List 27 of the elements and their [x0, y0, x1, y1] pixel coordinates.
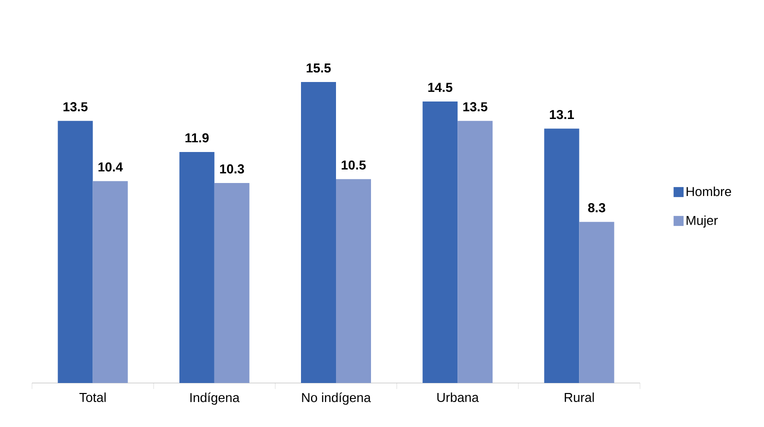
- data-label: 15.5: [306, 64, 331, 73]
- x-tick-label: No indígena: [302, 392, 371, 405]
- legend-label: Mujer: [686, 215, 718, 228]
- bar: [58, 120, 93, 383]
- data-label: 14.5: [428, 82, 452, 92]
- bar: [579, 222, 614, 383]
- x-tick-label: Rural: [564, 392, 594, 402]
- x-tick-label: Indígena: [190, 392, 240, 405]
- data-label: 10.3: [220, 164, 244, 174]
- bar: [179, 152, 214, 383]
- data-label: 8.3: [588, 203, 606, 212]
- data-label: 13.5: [64, 102, 88, 112]
- bar: [214, 183, 250, 383]
- bar: [422, 101, 458, 383]
- data-label: 13.5: [463, 102, 488, 112]
- bar: [336, 179, 372, 383]
- x-tick-label: Total: [79, 392, 106, 402]
- bar: [92, 181, 128, 383]
- data-label: 10.4: [98, 162, 123, 172]
- bar: [458, 120, 493, 383]
- legend-label: Hombre: [686, 186, 732, 196]
- data-label: 13.1: [550, 110, 574, 120]
- data-label: 10.5: [342, 160, 366, 170]
- bar: [544, 128, 580, 383]
- data-label: 11.9: [185, 133, 209, 142]
- bar: [301, 82, 336, 383]
- x-tick-label: Urbana: [437, 392, 479, 402]
